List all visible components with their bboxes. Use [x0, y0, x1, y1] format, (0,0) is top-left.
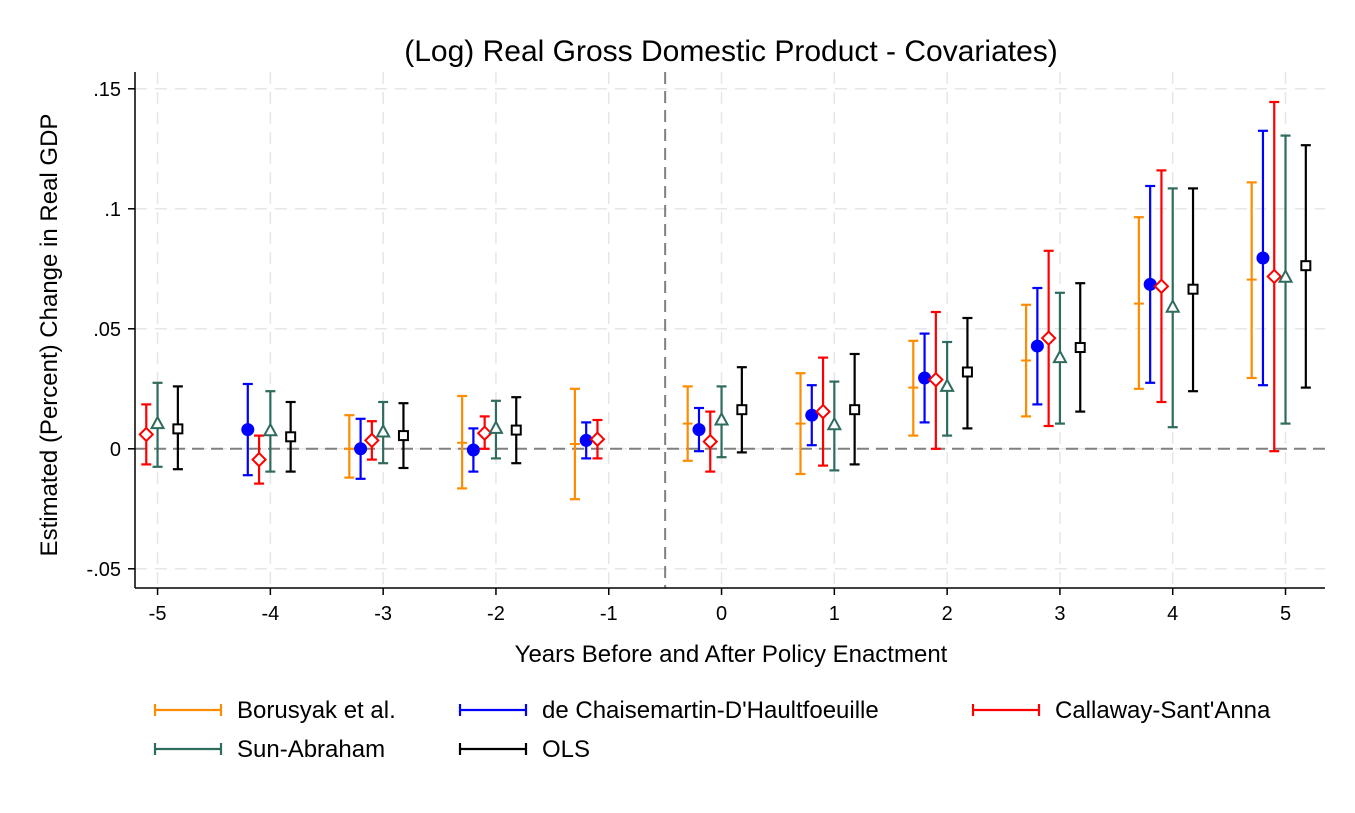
y-tick-label: -.05 — [87, 559, 121, 581]
point-estimate — [251, 451, 267, 468]
point-estimate — [579, 433, 593, 447]
series-2 — [138, 100, 1283, 485]
x-tick-label: -2 — [487, 603, 505, 625]
point-estimate — [1300, 260, 1312, 272]
y-tick-label: .1 — [104, 199, 121, 221]
point-estimate — [589, 431, 606, 448]
legend-label: de Chaisemartin-D'Haultfoeuille — [542, 697, 879, 724]
series-4 — [172, 144, 1312, 473]
x-tick-label: 4 — [1167, 603, 1178, 625]
point-estimate — [849, 404, 861, 416]
reference-lines — [135, 72, 1325, 588]
x-tick-label: -5 — [149, 603, 167, 625]
point-estimate — [1266, 268, 1283, 285]
point-estimate — [939, 377, 955, 392]
point-estimate — [1030, 339, 1044, 353]
point-estimate — [354, 442, 368, 456]
point-estimate — [692, 423, 706, 437]
x-tick-label: -3 — [374, 603, 392, 625]
legend-label: OLS — [542, 736, 590, 763]
y-tick-label: .15 — [93, 79, 121, 101]
point-estimate — [1074, 342, 1086, 354]
y-axis-ticks: .15 .1 .05 0 -.05 — [87, 79, 135, 581]
legend-item: de Chaisemartin-D'Haultfoeuille — [458, 697, 879, 724]
legend-label: Callaway-Sant'Anna — [1055, 697, 1271, 724]
point-estimate — [466, 443, 480, 457]
point-estimate — [713, 411, 730, 426]
x-axis-ticks: -5 -4 -3 -2 -1 0 1 2 3 4 5 — [149, 588, 1291, 625]
x-tick-label: 2 — [942, 603, 953, 625]
point-estimate — [149, 415, 166, 430]
point-estimate — [510, 424, 522, 436]
x-tick-label: 3 — [1054, 603, 1065, 625]
legend-item: Callaway-Sant'Anna — [971, 697, 1271, 724]
data-marks — [138, 100, 1312, 501]
point-estimate — [1277, 268, 1294, 283]
point-estimate — [961, 366, 973, 378]
series-1 — [241, 129, 1270, 480]
y-axis-label: Estimated (Percent) Change in Real GDP — [36, 114, 63, 557]
point-estimate — [815, 403, 831, 420]
point-estimate — [1040, 330, 1057, 347]
series-3 — [149, 134, 1294, 473]
x-axis-label: Years Before and After Policy Enactment — [515, 641, 948, 668]
chart-title: (Log) Real Gross Domestic Product - Cova… — [404, 35, 1058, 68]
point-estimate — [826, 416, 843, 431]
axes — [134, 72, 1325, 589]
point-estimate — [805, 408, 819, 422]
x-tick-label: -1 — [600, 603, 618, 625]
point-estimate — [1143, 277, 1157, 291]
point-estimate — [488, 419, 504, 434]
y-tick-label: 0 — [110, 439, 121, 461]
legend-item: Sun-Abraham — [153, 736, 385, 763]
legend-label: Borusyak et al. — [237, 697, 396, 724]
legend-label: Sun-Abraham — [237, 736, 385, 763]
point-estimate — [476, 425, 493, 442]
point-estimate — [285, 431, 297, 443]
point-estimate — [375, 423, 391, 438]
point-estimate — [1153, 278, 1170, 295]
point-estimate — [397, 430, 409, 442]
legend-item: Borusyak et al. — [153, 697, 396, 724]
point-estimate — [172, 423, 184, 435]
y-tick-label: .05 — [93, 319, 121, 341]
x-tick-label: -4 — [261, 603, 279, 625]
series-0 — [344, 181, 1257, 501]
point-estimate — [1187, 283, 1199, 295]
point-estimate — [927, 371, 944, 388]
point-estimate — [1052, 349, 1068, 364]
gridlines — [135, 72, 1325, 588]
point-estimate — [702, 433, 719, 450]
point-estimate — [918, 371, 932, 385]
point-estimate — [138, 426, 155, 443]
point-estimate — [262, 422, 279, 437]
point-estimate — [1256, 251, 1270, 265]
point-estimate — [1165, 298, 1181, 313]
x-tick-label: 0 — [716, 603, 727, 625]
legend: Borusyak et al. de Chaisemartin-D'Haultfo… — [153, 697, 1271, 763]
x-tick-label: 1 — [829, 603, 840, 625]
x-tick-label: 5 — [1280, 603, 1291, 625]
point-estimate — [363, 432, 380, 449]
point-estimate — [241, 423, 255, 437]
legend-item: OLS — [458, 736, 590, 763]
point-estimate — [736, 404, 748, 416]
